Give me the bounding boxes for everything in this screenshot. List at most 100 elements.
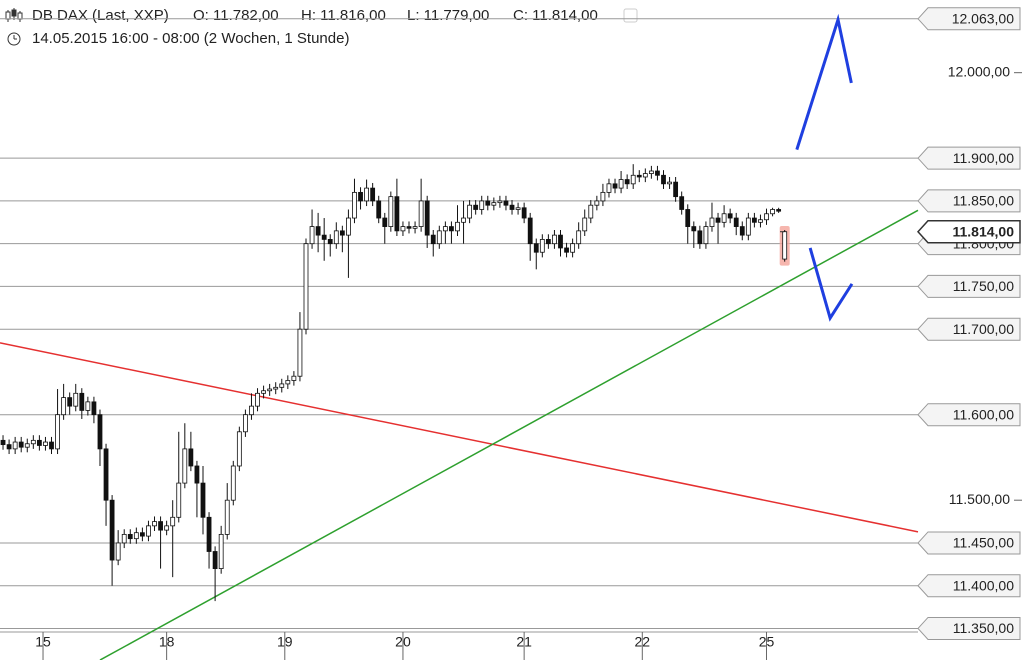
x-tick-label: 15 bbox=[35, 634, 51, 650]
candle-body bbox=[121, 533, 127, 544]
price-label: 11.900,00 bbox=[953, 150, 1014, 166]
candle-body bbox=[291, 375, 297, 381]
candle-body bbox=[539, 239, 545, 253]
candle-body bbox=[545, 239, 551, 245]
price-label: 11.450,00 bbox=[953, 535, 1014, 551]
price-label: 11.750,00 bbox=[953, 278, 1014, 294]
candle-body bbox=[594, 200, 600, 206]
candle-body bbox=[764, 213, 769, 221]
candle-body bbox=[152, 521, 157, 527]
candle-body bbox=[127, 533, 133, 540]
candle-body bbox=[315, 226, 321, 236]
candle-body bbox=[515, 207, 521, 210]
candle-body bbox=[606, 183, 612, 193]
candle-body bbox=[491, 202, 497, 206]
chart-title: DB DAX (Last, XXP) bbox=[32, 7, 169, 24]
candle-body bbox=[133, 532, 139, 540]
candle-body bbox=[533, 243, 539, 253]
candle-body bbox=[267, 388, 273, 392]
candle-body bbox=[400, 226, 406, 232]
candle-body bbox=[194, 465, 200, 484]
candle-body bbox=[697, 230, 703, 245]
candle-body bbox=[115, 542, 121, 561]
price-label-box bbox=[917, 574, 1021, 598]
candle-body bbox=[230, 465, 236, 501]
candle-body bbox=[630, 174, 636, 185]
candle-body bbox=[333, 230, 339, 245]
candle-body bbox=[770, 209, 775, 215]
candle-body bbox=[43, 441, 48, 446]
candle-body bbox=[564, 247, 569, 253]
candle-body bbox=[103, 448, 109, 501]
y-tick-label: 12.000,00 bbox=[948, 63, 1010, 79]
price-label-box bbox=[917, 7, 1021, 31]
y-tick-label: 11.500,00 bbox=[949, 491, 1010, 507]
candle-body bbox=[709, 217, 715, 227]
candle-body bbox=[352, 191, 357, 219]
candle-body bbox=[376, 200, 382, 219]
trend-line bbox=[795, 13, 853, 151]
candle-body bbox=[642, 173, 648, 178]
price-label: 11.400,00 bbox=[953, 577, 1014, 593]
candle-body bbox=[176, 482, 182, 518]
candle-body bbox=[558, 234, 563, 249]
candle-body bbox=[455, 221, 460, 232]
price-label-box bbox=[917, 403, 1021, 427]
candle-body bbox=[364, 187, 369, 202]
candle-body bbox=[412, 226, 418, 229]
price-label-box bbox=[917, 616, 1021, 640]
candle-body bbox=[442, 226, 448, 232]
candle-body bbox=[782, 231, 788, 260]
x-tick-label: 20 bbox=[395, 634, 411, 650]
candle-body bbox=[279, 383, 285, 388]
candle-body bbox=[12, 441, 18, 450]
price-label-box bbox=[917, 146, 1021, 170]
candle-body bbox=[327, 239, 333, 245]
candle-body bbox=[721, 213, 727, 223]
price-label-box bbox=[917, 531, 1021, 555]
quote-close: C: 11.814,00 bbox=[513, 7, 598, 24]
candle-body bbox=[261, 390, 266, 394]
candle-body bbox=[485, 200, 491, 206]
candle-body bbox=[97, 414, 103, 450]
candle-body bbox=[436, 230, 442, 245]
candle-body bbox=[751, 217, 757, 223]
candle-body bbox=[679, 196, 685, 210]
candle-body bbox=[745, 217, 751, 236]
candle-body bbox=[576, 230, 582, 245]
candle-body bbox=[139, 532, 145, 537]
candle-body bbox=[109, 499, 115, 561]
candle-body bbox=[733, 217, 739, 227]
price-label: 11.350,00 bbox=[953, 620, 1014, 636]
chart-subtitle: 14.05.2015 16:00 - 08:00 (2 Wochen, 1 St… bbox=[32, 30, 349, 47]
candle-body bbox=[497, 200, 503, 204]
candle-body bbox=[370, 187, 376, 202]
candle-body bbox=[382, 217, 388, 227]
candle-body bbox=[285, 380, 291, 385]
candle-body bbox=[406, 226, 412, 229]
quote-low: L: 11.779,00 bbox=[407, 7, 489, 24]
candle-body bbox=[0, 439, 6, 446]
candle-body bbox=[570, 243, 576, 253]
price-label: 11.814,00 bbox=[952, 223, 1014, 239]
candle-body bbox=[339, 230, 345, 236]
candle-body bbox=[588, 204, 594, 219]
candle-body bbox=[691, 226, 697, 232]
candle-body bbox=[6, 444, 12, 450]
candle-body bbox=[170, 516, 176, 527]
candle-body bbox=[618, 179, 624, 189]
candle-body bbox=[200, 482, 206, 518]
price-label: 11.850,00 bbox=[953, 193, 1014, 209]
price-label-box bbox=[916, 219, 1021, 244]
trend-line bbox=[808, 247, 854, 322]
candle-body bbox=[418, 200, 424, 227]
x-tick-label: 19 bbox=[277, 634, 293, 650]
candle-body bbox=[527, 217, 533, 245]
price-label: 11.700,00 bbox=[953, 321, 1014, 337]
candle-body bbox=[164, 525, 170, 531]
candle-body bbox=[636, 174, 642, 178]
candle-body bbox=[758, 219, 763, 223]
candle-body bbox=[182, 448, 188, 484]
candle-body bbox=[739, 226, 745, 236]
candle-body bbox=[503, 200, 509, 206]
